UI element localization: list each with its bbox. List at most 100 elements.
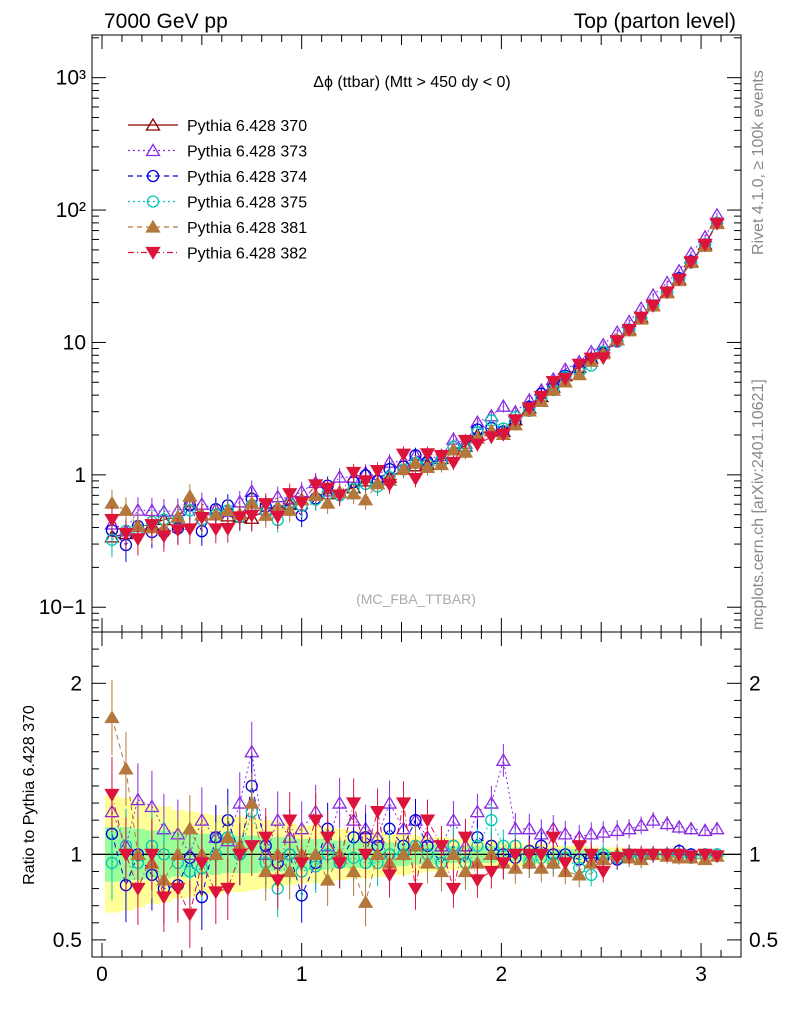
ratio-point (583, 848, 599, 862)
ratio-ylabel: Ratio to Pythia 6.428 370 (21, 705, 38, 885)
ratio-point (571, 867, 587, 881)
ratio-plot-series (104, 679, 725, 948)
data-point (369, 465, 386, 478)
y-tick-label-ratio-right: 1 (749, 843, 761, 866)
data-point (395, 448, 412, 462)
ratio-point (282, 864, 298, 878)
y-tick-label-main: 10³ (56, 67, 86, 90)
ratio-point (709, 850, 725, 864)
ratio-point (545, 855, 561, 869)
ratio-point (182, 821, 198, 835)
data-point (369, 476, 386, 490)
ratio-point (331, 795, 348, 809)
ratio-point (709, 821, 725, 835)
ratio-point (507, 848, 523, 862)
data-point (583, 352, 599, 366)
ratio-point (183, 865, 196, 878)
ratio-point (282, 814, 298, 828)
rivet-label: Rivet 4.1.0, ≥ 100k events (750, 70, 767, 255)
legend-marker (146, 169, 160, 183)
y-tick-label-main: 10 (63, 331, 86, 354)
data-point (419, 460, 436, 473)
ratio-point (345, 797, 362, 811)
data-point (659, 286, 675, 300)
data-point (144, 519, 160, 532)
data-point (557, 373, 573, 387)
data-point (182, 488, 198, 502)
ratio-point (445, 812, 462, 826)
ratio-point (671, 819, 687, 833)
ratio-point (294, 857, 310, 871)
ratio-point (118, 761, 134, 775)
ratio-point (407, 882, 424, 896)
ratio-point (369, 805, 386, 819)
y-tick-label-main: 1 (74, 464, 86, 487)
header-left: 7000 GeV pp (104, 10, 228, 33)
legend-marker (146, 195, 160, 208)
data-point (282, 502, 298, 516)
ratio-point (270, 874, 286, 888)
ratio-point (118, 848, 134, 862)
ratio-point (232, 795, 248, 809)
ratio-point (571, 840, 587, 854)
legend-label: Pythia 6.428 382 (187, 246, 307, 263)
legend-label: Pythia 6.428 375 (187, 195, 307, 212)
data-point (469, 438, 486, 452)
data-point (621, 323, 637, 337)
ratio-point (445, 847, 462, 861)
data-point (407, 455, 424, 469)
ratio-point (495, 857, 512, 871)
ratio-point (130, 792, 146, 806)
ratio-point (308, 847, 324, 861)
y-tick-label-ratio-left: 0.5 (53, 929, 82, 952)
series-line (111, 223, 718, 540)
data-point (433, 457, 450, 471)
data-point (495, 398, 512, 412)
ratio-point (208, 886, 224, 900)
ratio-point (621, 821, 637, 835)
ratio-point (609, 823, 625, 837)
data-point (220, 523, 236, 536)
ratio-point (130, 882, 146, 896)
ratio-point (457, 864, 474, 878)
data-point (331, 489, 348, 503)
data-point (407, 472, 424, 486)
y-tick-label-ratio-right: 0.5 (749, 929, 778, 952)
ratio-point (419, 855, 436, 869)
x-tick-label: 3 (695, 963, 707, 986)
ratio-point (104, 710, 120, 724)
ratio-point (697, 823, 713, 837)
data-point (194, 511, 210, 525)
data-point (645, 299, 661, 313)
ratio-point (659, 848, 675, 862)
series-line (111, 222, 718, 538)
ratio-point (495, 753, 512, 766)
legend-marker (145, 246, 161, 260)
ratio-point (683, 850, 699, 864)
ratio-point (319, 872, 336, 886)
ratio-point (469, 874, 486, 888)
ratio-point (483, 865, 500, 879)
data-point (395, 462, 412, 476)
legend-marker (145, 117, 161, 131)
ratio-point (595, 824, 611, 838)
data-point (220, 503, 236, 517)
ratio-point (583, 826, 599, 840)
main-plot-axes: 10−1 1 10 10² 10³ (39, 35, 742, 632)
data-point (445, 442, 462, 456)
ratio-point (270, 812, 286, 826)
ratio-point (645, 848, 661, 862)
data-point (232, 511, 248, 525)
ratio-point (244, 795, 260, 809)
header-right: Top (parton level) (574, 10, 736, 33)
ratio-point (457, 831, 474, 845)
legend-label: Pythia 6.428 381 (187, 220, 307, 237)
data-point (170, 524, 186, 538)
data-point (709, 217, 725, 231)
data-point (683, 256, 699, 270)
y-tick-label-ratio-left: 1 (70, 843, 82, 866)
ratio-point (671, 848, 687, 862)
data-point (381, 478, 398, 492)
data-point (345, 486, 362, 500)
ratio-point (683, 821, 699, 835)
